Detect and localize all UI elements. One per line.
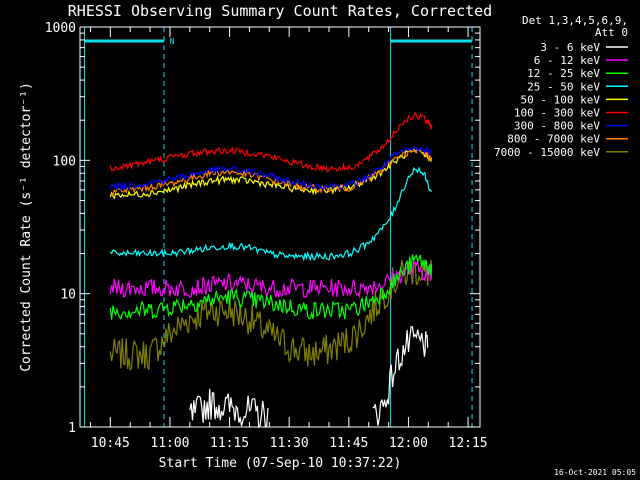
y-tick-label-0: 1 xyxy=(68,421,76,436)
series-line-2 xyxy=(109,254,433,321)
y-tick-label-2: 100 xyxy=(53,154,76,169)
legend-label-5: 100 - 300 keV xyxy=(514,107,600,120)
x-axis-label: Start Time (07-Sep-10 10:37:22) xyxy=(159,456,402,471)
x-tick-label-3: 11:30 xyxy=(270,436,309,451)
plot-frame xyxy=(79,26,481,428)
state-flag-label: N xyxy=(170,37,175,46)
y-axis-label: Corrected Count Rate (s⁻¹ detector⁻¹) xyxy=(19,82,34,372)
y-tick-label-3: 1000 xyxy=(45,21,76,36)
series-line-8 xyxy=(109,259,433,372)
legend-label-6: 300 - 800 keV xyxy=(514,120,600,133)
series-line-1 xyxy=(109,259,433,299)
x-tick-label-0: 10:45 xyxy=(91,436,130,451)
x-tick-label-2: 11:15 xyxy=(210,436,249,451)
footer-timestamp: 16-Oct-2021 05:05 xyxy=(554,468,636,477)
axes-layer: 1 10 100 1000 10:45 11:00 11:15 11:30 11:45 12:00… xyxy=(45,21,488,451)
legend-label-0: 3 - 6 keV xyxy=(540,41,600,54)
legend-detector-line-1: Det 1,3,4,5,6,9, xyxy=(522,14,628,27)
legend-label-7: 800 - 7000 keV xyxy=(507,133,600,146)
legend-detector-line-2: Att 0 xyxy=(595,26,628,39)
legend-label-2: 12 - 25 keV xyxy=(527,67,600,80)
x-tick-label-6: 12:15 xyxy=(449,436,488,451)
series-line-5 xyxy=(109,111,433,173)
legend-label-8: 7000 - 15000 keV xyxy=(494,146,600,159)
legend-label-3: 25 - 50 keV xyxy=(527,80,600,93)
x-tick-label-5: 12:00 xyxy=(389,436,428,451)
x-tick-label-4: 11:45 xyxy=(329,436,368,451)
y-tick-label-1: 10 xyxy=(60,288,76,303)
chart-title: RHESSI Observing Summary Count Rates, Co… xyxy=(68,2,492,20)
x-tick-label-1: 11:00 xyxy=(150,436,189,451)
state-markers: N xyxy=(83,27,473,427)
series-line-0 xyxy=(189,326,429,429)
legend-label-1: 6 - 12 keV xyxy=(534,54,601,67)
legend-label-4: 50 - 100 keV xyxy=(521,93,601,106)
series-line-6 xyxy=(109,146,432,192)
series-line-3 xyxy=(109,166,433,262)
series-layer xyxy=(109,111,433,429)
